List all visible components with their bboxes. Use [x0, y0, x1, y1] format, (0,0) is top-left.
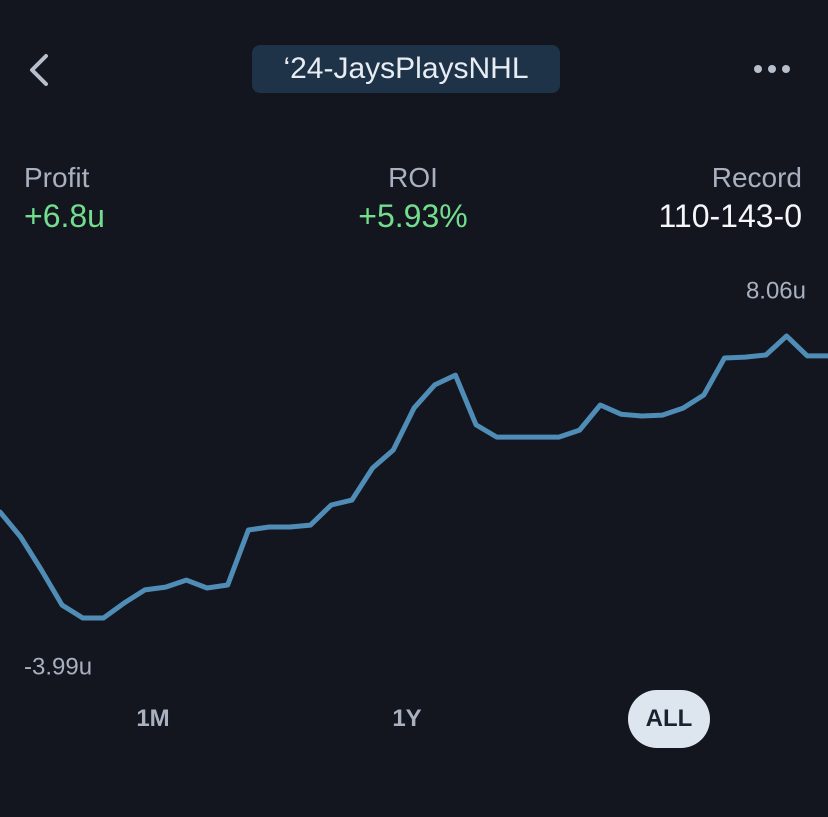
stat-value: 110-143-0	[658, 198, 802, 234]
stat-label: ROI	[388, 162, 438, 193]
back-icon	[30, 54, 48, 86]
stat-value: +6.8u	[24, 198, 105, 234]
profit-line	[0, 333, 828, 621]
range-button[interactable]: 1Y	[392, 705, 422, 732]
profit-chart: 8.06u -3.99u	[0, 277, 828, 680]
title[interactable]: ‘24-JaysPlaysNHL	[252, 45, 560, 93]
range-button[interactable]: ALL	[628, 690, 710, 748]
stat-label: Profit	[24, 162, 90, 193]
dot	[768, 65, 776, 73]
value-label: -3.99u	[24, 653, 92, 680]
dot	[754, 65, 762, 73]
stat-value: +5.93%	[358, 198, 468, 234]
dot	[782, 65, 790, 73]
more-button[interactable]	[752, 60, 792, 80]
range-button[interactable]: 1M	[136, 705, 170, 732]
stat-label: Record	[711, 162, 802, 193]
value-label: 8.06u	[746, 277, 806, 304]
back-button[interactable]	[22, 50, 58, 90]
